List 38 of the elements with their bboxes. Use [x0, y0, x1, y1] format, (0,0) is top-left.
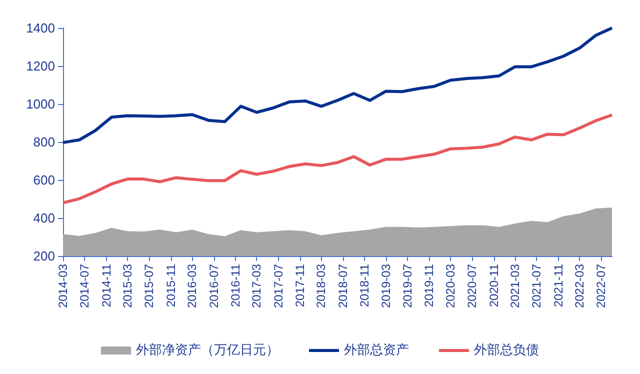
x-tick-label: 2019-07 — [400, 264, 414, 308]
x-tick-label: 2020-03 — [443, 264, 458, 308]
x-tick-label: 2020-11 — [486, 264, 501, 308]
x-tick-label: 2021-03 — [508, 264, 522, 308]
y-tick-label: 800 — [33, 134, 55, 150]
x-tick-label: 2021-07 — [530, 264, 544, 308]
legend-label: 外部总负债 — [474, 343, 539, 358]
x-tick-label: 2016-11 — [228, 264, 243, 308]
x-tick-label: 2016-03 — [185, 264, 200, 308]
x-tick-label: 2018-07 — [336, 264, 350, 308]
x-tick-label: 2018-03 — [314, 264, 328, 308]
x-tick-label: 2017-03 — [250, 264, 264, 308]
x-tick-label: 2017-11 — [293, 264, 308, 308]
y-tick-label: 1000 — [26, 96, 55, 112]
x-tick-label: 2019-11 — [422, 264, 436, 308]
x-tick-label: 2022-07 — [594, 264, 608, 308]
x-tick-label: 2019-03 — [378, 264, 393, 308]
x-tick-label: 2014-03 — [56, 264, 70, 308]
legend-label: 外部总资产 — [344, 343, 409, 358]
y-tick-label: 1200 — [26, 58, 55, 74]
x-tick-label: 2016-07 — [206, 264, 221, 308]
x-tick-label: 2015-11 — [164, 264, 178, 308]
x-tick-label: 2018-11 — [358, 264, 372, 308]
y-tick-label: 600 — [33, 172, 55, 188]
line-series — [62, 114, 614, 204]
y-tick-label: 400 — [33, 210, 55, 226]
x-tick-label: 2015-03 — [120, 264, 135, 308]
x-tick-label: 2015-07 — [142, 264, 156, 308]
y-tick-label: 1400 — [26, 20, 55, 36]
x-tick-label: 2021-11 — [551, 264, 566, 308]
legend-label: 外部净资产（万亿日元） — [136, 343, 279, 358]
x-tick-label: 2014-07 — [78, 264, 92, 308]
y-tick-label: 200 — [33, 248, 55, 264]
x-tick-label: 2022-03 — [572, 264, 586, 308]
x-tick-label: 2017-07 — [271, 264, 286, 308]
x-tick-label: 2020-07 — [465, 264, 480, 308]
x-tick-label: 2014-11 — [99, 264, 114, 308]
line-series — [62, 26, 614, 144]
